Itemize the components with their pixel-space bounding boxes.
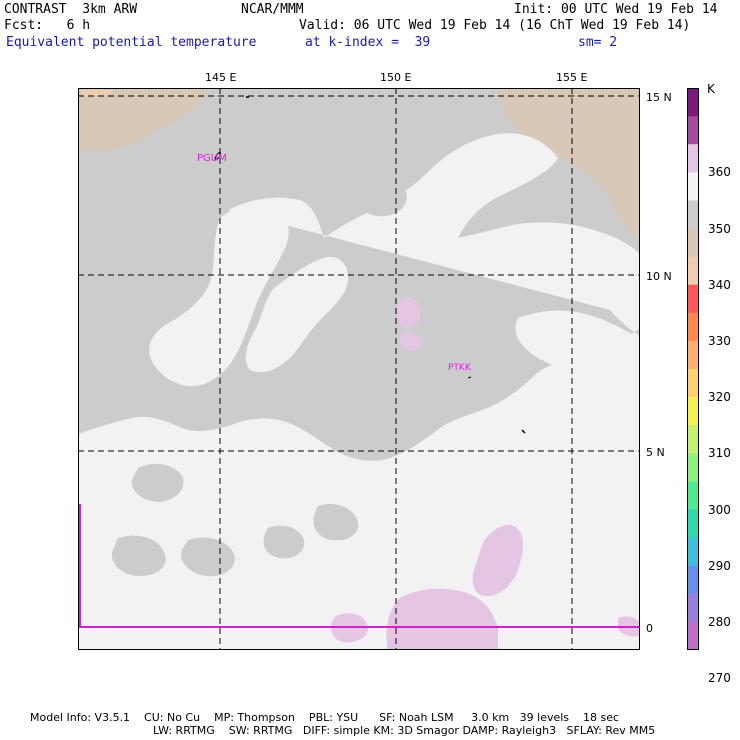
center-title: NCAR/MMM <box>241 2 304 17</box>
colorbar-segment <box>687 200 699 229</box>
init-time: Init: 00 UTC Wed 19 Feb 14 <box>514 2 718 17</box>
colorbar-label: 280 <box>708 614 731 629</box>
island-mark <box>467 376 472 379</box>
field-350-pocket-6 <box>313 503 359 541</box>
colorbar-label: 270 <box>708 671 731 686</box>
map-frame <box>78 88 640 650</box>
field-350-pocket-7 <box>418 383 455 423</box>
colorbar-segment <box>687 88 699 117</box>
colorbar-label: 330 <box>708 333 731 348</box>
colorbar <box>687 88 699 650</box>
colorbar-segment <box>687 593 699 623</box>
island-mark <box>521 429 526 434</box>
model-info-line2: LW: RRTMG SW: RRTMG DIFF: simple KM: 3D … <box>153 724 656 737</box>
station-label: PGUM <box>197 153 227 164</box>
field-365-island-1 <box>396 297 421 329</box>
colorbar-segment <box>687 340 699 370</box>
lat-label-15n: 15 N <box>646 91 672 104</box>
lat-label-5n: 5 N <box>646 446 665 459</box>
field-350-pocket-1 <box>358 383 425 435</box>
field-350-pocket-8 <box>78 285 117 325</box>
colorbar-border <box>687 88 699 650</box>
colorbar-segment <box>687 397 699 426</box>
colorbar-segment <box>687 537 699 567</box>
colorbar-segment <box>687 172 699 201</box>
colorbar-label: 340 <box>708 277 731 292</box>
field-350-pocket-5 <box>263 525 305 559</box>
colorbar-segment <box>687 621 699 650</box>
colorbar-segment <box>687 256 699 286</box>
field-350-pocket-9 <box>355 173 407 217</box>
colorbar-label: 360 <box>708 165 731 180</box>
colorbar-segment <box>687 425 699 454</box>
colorbar-segment <box>687 116 699 145</box>
model-info-line1: Model Info: V3.5.1 CU: No Cu MP: Thompso… <box>30 711 620 724</box>
lon-label-145: 145 E <box>205 71 237 84</box>
domain-boundary <box>79 504 640 628</box>
field-360-west-patch <box>149 203 289 387</box>
station-label: PTKK <box>448 363 472 373</box>
level-info: at k-index = 39 <box>305 35 431 50</box>
field-340-region-edge <box>604 88 640 130</box>
field-350-pocket-3 <box>111 535 166 576</box>
colorbar-label: 310 <box>708 446 731 461</box>
equivalent-potential-temperature-map: PGUM PTKK <box>78 88 640 650</box>
smoothing-info: sm= 2 <box>578 35 618 50</box>
colorbar-segment <box>687 369 699 398</box>
colorbar-label: 320 <box>708 390 731 405</box>
forecast-hour: Fcst: 6 h <box>4 18 91 33</box>
colorbar-segment <box>687 481 699 510</box>
field-360-bottom-field <box>78 433 640 650</box>
colorbar-label: 290 <box>708 558 731 573</box>
valid-time: Valid: 06 UTC Wed 19 Feb 14 (16 ChT Wed … <box>299 18 691 33</box>
colorbar-segment <box>687 284 699 314</box>
field-365-island-2 <box>399 332 422 351</box>
colorbar-label: 350 <box>708 221 731 236</box>
lat-label-10n: 10 N <box>646 270 672 283</box>
colorbar-segment <box>687 228 699 258</box>
model-title: CONTRAST 3km ARW <box>4 2 138 17</box>
field-360-center-patch <box>245 256 349 373</box>
field-340-region-nw <box>78 88 208 152</box>
guam-coastline <box>214 151 221 160</box>
colorbar-segment <box>687 144 699 173</box>
colorbar-unit: K <box>707 82 715 96</box>
lon-label-150: 150 E <box>380 71 412 84</box>
field-360-east-strip <box>515 310 640 408</box>
colorbar-segment <box>687 312 699 342</box>
field-350-pocket-4 <box>181 537 235 577</box>
field-365-south-center <box>386 588 498 650</box>
lat-label-0: 0 <box>646 622 653 635</box>
colorbar-segment <box>687 565 699 595</box>
field-365-south-east <box>472 524 524 597</box>
field-330-spot <box>80 90 114 97</box>
field-name: Equivalent potential temperature <box>6 35 257 50</box>
colorbar-label: 300 <box>708 502 731 517</box>
lon-label-155: 155 E <box>556 71 588 84</box>
colorbar-segment <box>687 453 699 482</box>
field-350-pocket-2 <box>131 463 184 502</box>
field-340-region-ne <box>496 88 640 238</box>
colorbar-segment <box>687 509 699 539</box>
